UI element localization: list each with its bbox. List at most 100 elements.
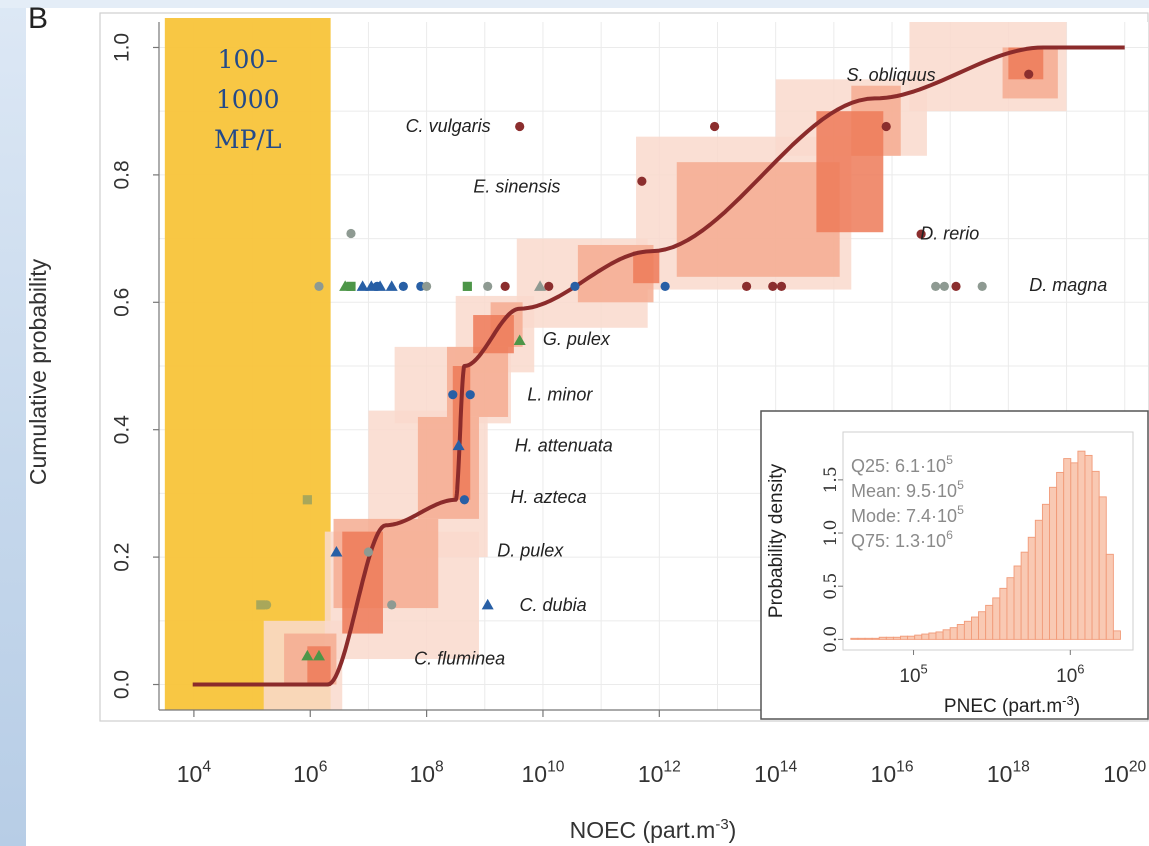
data-point	[931, 281, 941, 291]
data-point	[356, 280, 369, 291]
data-point	[916, 229, 926, 239]
data-point	[709, 121, 720, 132]
data-point	[385, 280, 398, 291]
inset-x-tick-label: 105	[899, 661, 927, 687]
inset-y-tick-label: 0.0	[821, 626, 841, 653]
species-label: D. magna	[1029, 275, 1107, 295]
x-tick-label: 106	[293, 759, 327, 787]
species-label: S. obliquus	[847, 65, 936, 85]
inset-stat-label: Q25: 6.1·105	[851, 453, 953, 476]
data-point	[515, 121, 525, 132]
inset-bar	[978, 611, 987, 640]
data-point	[339, 280, 352, 291]
panel-label: B	[28, 2, 49, 35]
inset-bar	[1077, 450, 1086, 640]
data-point	[513, 334, 526, 346]
x-tick-label: 1014	[754, 759, 797, 787]
y-axis-title: Cumulative probability	[25, 258, 51, 485]
inset-y-tick-label: 1.0	[821, 520, 841, 547]
data-point	[483, 281, 493, 291]
data-point	[977, 281, 987, 291]
inset-x-axis-title: PNEC (part.m-3)	[944, 693, 1080, 717]
data-point	[448, 390, 458, 400]
data-point	[262, 600, 272, 610]
inset-bar	[928, 632, 937, 640]
inset-bar	[921, 633, 930, 640]
inset-x-tick-label: 106	[1056, 661, 1084, 687]
inset-bar	[1105, 553, 1114, 640]
highlight-band	[164, 18, 331, 710]
inset-bar	[885, 636, 894, 640]
data-point	[637, 176, 647, 186]
highlight-band-rect	[164, 18, 331, 710]
data-point	[534, 280, 547, 291]
data-point	[452, 439, 465, 451]
data-point	[372, 281, 382, 291]
inset-bar	[878, 636, 887, 640]
inset-stat-label: Mode: 7.4·105	[851, 503, 964, 526]
ssd-curve-line	[192, 45, 1125, 687]
ci-box-inner	[307, 646, 331, 685]
inset-bar	[971, 616, 980, 640]
data-point	[481, 598, 494, 610]
data-point	[881, 121, 891, 132]
inset-bar	[985, 604, 994, 640]
inset-bar	[1041, 503, 1050, 640]
inset-bar	[1098, 496, 1107, 640]
species-label: L. minor	[527, 385, 593, 405]
data-point	[465, 390, 475, 400]
highlight-band-label-line: 100–	[218, 45, 278, 74]
ssd-curve	[192, 45, 1125, 687]
species-label: D. pulex	[497, 541, 564, 561]
x-tick-label: 1016	[871, 759, 914, 787]
inset-bar	[1056, 471, 1065, 640]
species-label: H. attenuata	[515, 436, 613, 456]
x-axis-title: NOEC (part.m-3)	[570, 816, 737, 843]
confidence-bands	[263, 22, 1067, 710]
inset-bar	[992, 597, 1001, 640]
data-point	[301, 649, 314, 661]
y-tick-label: 0.6	[111, 288, 134, 317]
inset-bar	[1006, 577, 1015, 640]
data-point	[660, 281, 670, 291]
data-point	[346, 228, 356, 239]
highlight-band-label-line: MP/L	[214, 125, 281, 154]
ci-box-inner	[633, 251, 660, 284]
data-point	[330, 546, 343, 557]
inset-y-tick-label: 0.5	[821, 573, 841, 600]
inset-bar	[949, 627, 958, 640]
data-point	[302, 495, 312, 505]
inset-bar	[1070, 462, 1079, 640]
inset-bar	[999, 587, 1008, 640]
data-point	[1024, 69, 1034, 79]
species-label: C. vulgaris	[406, 116, 491, 136]
data-point	[544, 281, 554, 291]
data-point	[387, 600, 397, 610]
inset-bar	[892, 636, 901, 640]
inset-bar	[1091, 470, 1100, 640]
inset-bar	[935, 631, 944, 640]
data-point	[462, 281, 472, 291]
species-label: C. dubia	[520, 595, 587, 615]
inset-bar	[1020, 551, 1029, 640]
inset-bar	[963, 620, 972, 640]
inset-bar	[1063, 458, 1072, 640]
species-label: G. pulex	[543, 329, 611, 349]
species-label: D. rerio	[920, 223, 979, 243]
inset-bar	[907, 635, 916, 640]
inset-pnec-histogram: 0.0 0.5 1.0 1.5 105 106 Probability density PNE…	[760, 410, 1149, 720]
inset-bar	[1112, 630, 1121, 640]
data-point	[398, 281, 408, 291]
species-label: C. fluminea	[414, 648, 505, 668]
inset-stat-label: Mean: 9.5·105	[851, 478, 964, 501]
main-axes: 0.0 0.2 0.4 0.6 0.8 1.0 104 106 108 1010 1012 1014 1…	[25, 22, 1148, 843]
data-point	[346, 281, 356, 291]
data-point	[939, 281, 949, 291]
highlight-band-label: 100– 1000 MP/L	[214, 45, 281, 154]
inset-bar	[1013, 565, 1022, 640]
data-point	[459, 495, 470, 505]
ci-box-inner	[816, 111, 884, 233]
data-point	[500, 281, 510, 291]
y-tick-label: 0.4	[111, 415, 134, 445]
data-point	[951, 281, 961, 291]
